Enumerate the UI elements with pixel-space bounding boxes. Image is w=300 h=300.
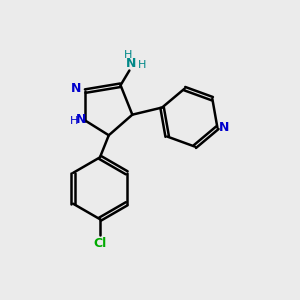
Text: H: H [70, 116, 78, 126]
Text: H: H [124, 50, 132, 60]
Text: N: N [76, 112, 86, 126]
Text: Cl: Cl [93, 237, 106, 250]
Text: N: N [126, 57, 136, 70]
Text: H: H [138, 60, 146, 70]
Text: N: N [71, 82, 82, 95]
Text: N: N [219, 121, 229, 134]
